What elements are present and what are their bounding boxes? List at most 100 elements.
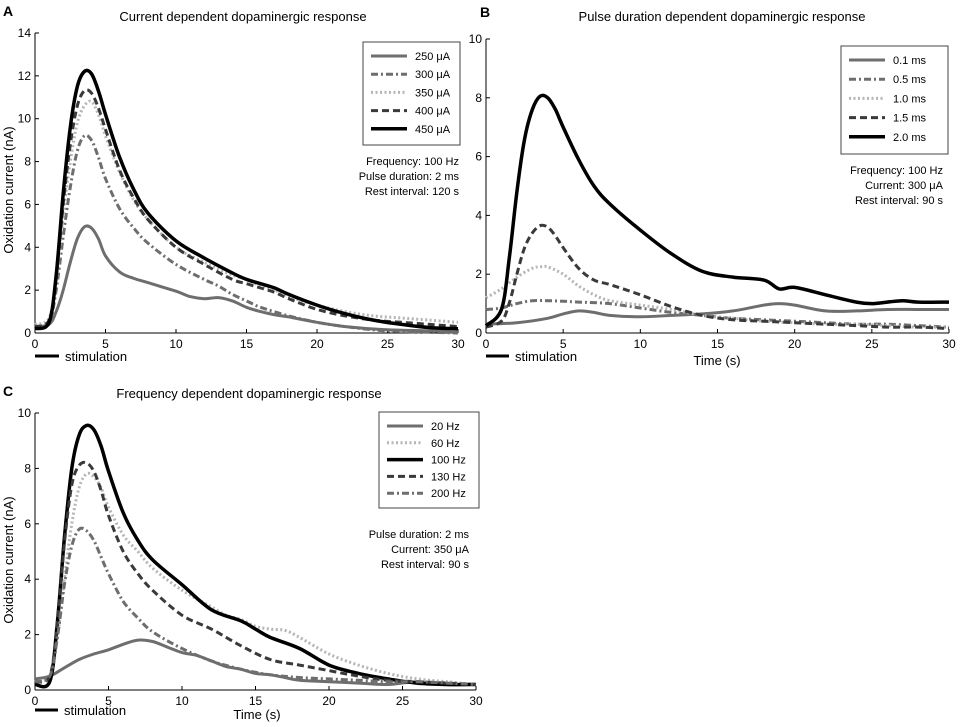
annotation-c: Pulse duration: 2 ms Current: 350 μA Rest … xyxy=(369,529,470,571)
x-tick-label: 30 xyxy=(942,337,956,351)
legend-label: 350 μA xyxy=(415,87,451,99)
x-tick-label: 25 xyxy=(865,337,879,351)
panel-letter-a: A xyxy=(3,3,13,19)
legend-label: 250 μA xyxy=(415,51,451,63)
series-line-60-hz xyxy=(34,471,477,686)
x-tick-label: 25 xyxy=(381,337,395,351)
annotation-line: Rest interval: 90 s xyxy=(381,559,470,571)
annotation-line: Current: 300 μA xyxy=(865,180,944,192)
x-tick-label: 25 xyxy=(396,694,410,708)
y-tick-label: 4 xyxy=(475,208,482,222)
y-tick-label: 8 xyxy=(475,91,482,105)
legend-label: 100 Hz xyxy=(431,455,466,467)
y-tick-label: 4 xyxy=(24,572,31,586)
x-axis-title-b: Time (s) xyxy=(693,353,740,368)
y-tick-label: 10 xyxy=(469,32,483,46)
x-tick-label: 20 xyxy=(322,694,336,708)
y-tick-label: 14 xyxy=(18,26,32,40)
y-tick-label: 8 xyxy=(24,461,31,475)
legend-label: 60 Hz xyxy=(431,438,460,450)
series-line-0.5-ms xyxy=(485,298,950,329)
x-tick-label: 10 xyxy=(169,337,183,351)
y-tick-label: 8 xyxy=(24,155,31,169)
x-tick-label: 0 xyxy=(32,694,39,708)
y-tick-label: 10 xyxy=(18,112,32,126)
series-line-400-ua xyxy=(34,88,459,329)
panel-c: C Frequency dependent dopaminergic respo… xyxy=(1,383,483,722)
legend-label: 0.5 ms xyxy=(893,74,927,86)
chart-title-a: Current dependent dopaminergic response xyxy=(119,9,366,24)
series-line-300-ua xyxy=(34,133,459,335)
series-line-0.1-ms xyxy=(485,302,949,326)
stimulation-label-a: stimulation xyxy=(65,349,127,364)
x-tick-label: 5 xyxy=(102,337,109,351)
legend-c: 20 Hz 60 Hz 100 Hz 130 Hz 200 Hz xyxy=(378,411,480,509)
legend-label: 130 Hz xyxy=(431,471,466,483)
x-tick-label: 20 xyxy=(310,337,324,351)
x-tick-label: 0 xyxy=(483,337,490,351)
x-tick-label: 15 xyxy=(240,337,254,351)
y-tick-label: 2 xyxy=(24,628,31,642)
series-line-2.0-ms xyxy=(484,93,950,327)
legend-a: 250 μA 300 μA 350 μA 400 μA 450 μA xyxy=(362,41,461,146)
y-tick-label: 0 xyxy=(24,326,31,340)
annotation-line: Frequency: 100 Hz xyxy=(850,165,943,177)
x-tick-label: 30 xyxy=(451,337,465,351)
y-tick-label: 4 xyxy=(24,240,31,254)
annotation-a: Frequency: 100 Hz Pulse duration: 2 ms Res… xyxy=(359,156,460,198)
y-tick-label: 10 xyxy=(18,406,32,420)
legend-label: 300 μA xyxy=(415,69,451,81)
y-axis-title-c: Oxidation current (nA) xyxy=(1,496,16,623)
series-line-1.5-ms xyxy=(485,223,950,331)
legend-label: 450 μA xyxy=(415,124,451,136)
chart-title-c: Frequency dependent dopaminergic respons… xyxy=(116,386,381,401)
annotation-line: Current: 350 μA xyxy=(391,544,470,556)
y-tick-label: 12 xyxy=(18,69,32,83)
legend-label: 0.1 ms xyxy=(893,55,927,67)
plot-area-a: 0 5 10 15 20 25 30 0 2 4 6 8 10 12 14 xyxy=(18,26,465,358)
legend-b: 0.1 ms 0.5 ms 1.0 ms 1.5 ms 2.0 ms xyxy=(840,45,949,155)
annotation-line: Pulse duration: 2 ms xyxy=(369,529,470,541)
annotation-b: Frequency: 100 Hz Current: 300 μA Rest int… xyxy=(850,165,944,207)
x-tick-label: 10 xyxy=(634,337,648,351)
series-line-1.0-ms xyxy=(485,264,950,329)
y-axis-title-a: Oxidation current (nA) xyxy=(1,126,16,253)
series-line-100-hz xyxy=(34,423,477,689)
panel-letter-b: B xyxy=(480,4,490,20)
legend-label: 20 Hz xyxy=(431,421,460,433)
y-tick-label: 0 xyxy=(24,683,31,697)
x-tick-label: 20 xyxy=(788,337,802,351)
y-tick-label: 0 xyxy=(475,326,482,340)
x-tick-label: 10 xyxy=(175,694,189,708)
x-tick-label: 5 xyxy=(105,694,112,708)
x-tick-label: 15 xyxy=(711,337,725,351)
series-line-200-hz xyxy=(34,526,477,686)
y-tick-label: 2 xyxy=(475,267,482,281)
y-tick-label: 6 xyxy=(24,517,31,531)
series-line-350-ua xyxy=(34,99,459,326)
plot-area-c: 0 5 10 15 20 25 30 0 2 4 6 8 10 xyxy=(18,406,483,712)
series-line-20-hz xyxy=(34,638,477,687)
legend-label: 2.0 ms xyxy=(893,132,927,144)
annotation-line: Frequency: 100 Hz xyxy=(366,156,459,168)
stimulation-label-b: stimulation xyxy=(515,349,577,364)
y-tick-label: 6 xyxy=(475,150,482,164)
legend-label: 400 μA xyxy=(415,106,451,118)
annotation-line: Rest interval: 90 s xyxy=(855,195,944,207)
legend-label: 1.5 ms xyxy=(893,113,927,125)
panel-letter-c: C xyxy=(3,383,13,399)
stimulation-label-c: stimulation xyxy=(64,703,126,718)
x-axis-title-c: Time (s) xyxy=(233,707,280,722)
annotation-line: Rest interval: 120 s xyxy=(365,186,460,198)
plot-area-b: 0 5 10 15 20 25 30 0 2 4 6 8 10 xyxy=(469,32,956,358)
y-tick-label: 6 xyxy=(24,197,31,211)
legend-label: 200 Hz xyxy=(431,488,466,500)
x-tick-label: 30 xyxy=(469,694,483,708)
legend-label: 1.0 ms xyxy=(893,93,927,105)
annotation-line: Pulse duration: 2 ms xyxy=(359,171,460,183)
y-tick-label: 2 xyxy=(24,283,31,297)
x-tick-label: 5 xyxy=(560,337,567,351)
chart-title-b: Pulse duration dependent dopaminergic re… xyxy=(579,9,866,24)
panel-a: A Current dependent dopaminergic respons… xyxy=(1,3,465,364)
panel-b: B Pulse duration dependent dopaminergic … xyxy=(469,4,956,368)
